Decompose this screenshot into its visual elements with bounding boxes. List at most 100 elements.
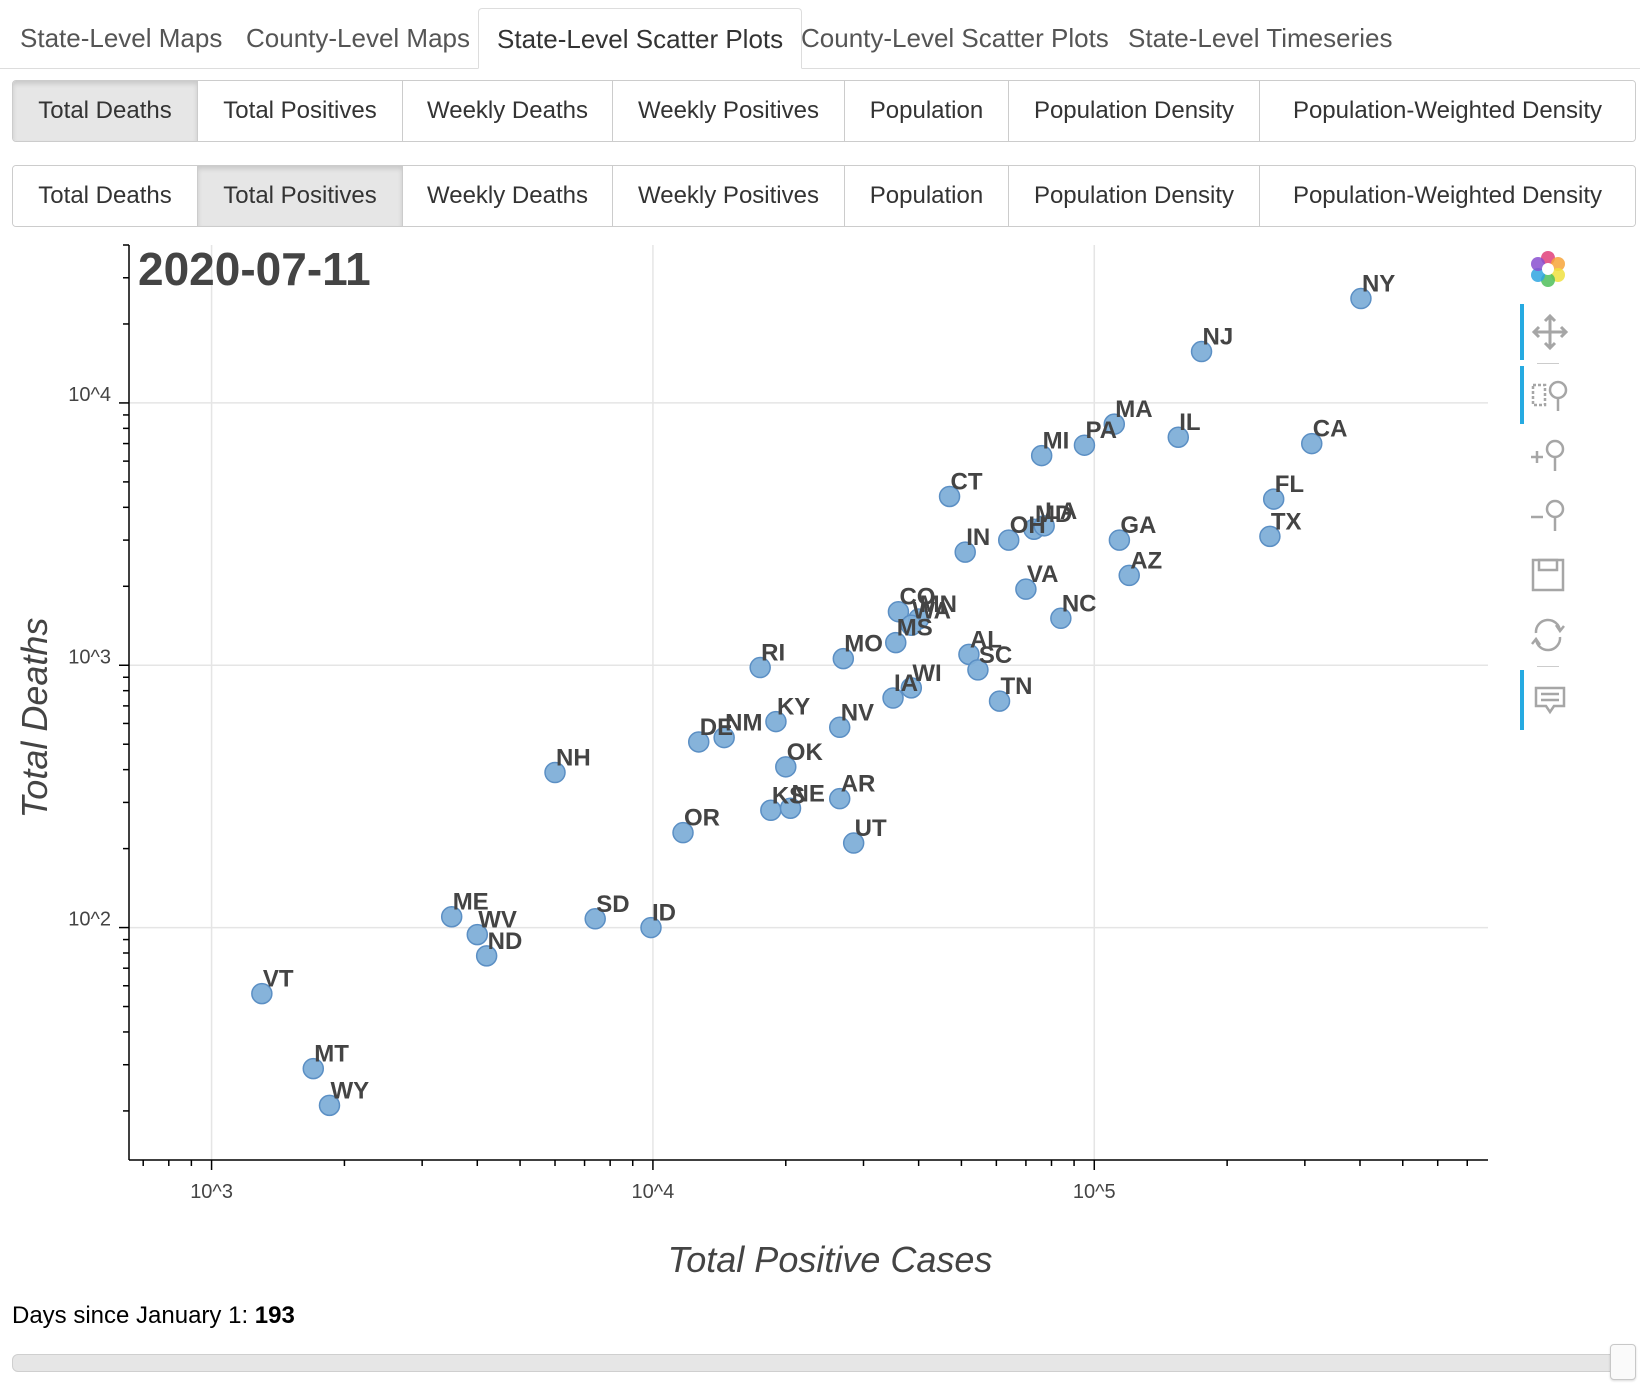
data-point-ma xyxy=(1103,413,1126,435)
day-slider-track[interactable] xyxy=(12,1354,1636,1372)
toolbar-separator xyxy=(1537,363,1559,364)
point-label-ny: NY xyxy=(1362,271,1395,298)
hover-icon[interactable] xyxy=(1520,670,1576,730)
save-icon[interactable] xyxy=(1520,550,1576,600)
data-point-ia xyxy=(882,687,904,709)
y-tick-label: 10^3 xyxy=(68,646,111,668)
data-point-ga xyxy=(1108,529,1131,551)
data-point-la xyxy=(1033,515,1055,537)
tab-county-level-scatter-plots[interactable]: County-Level Scatter Plots xyxy=(801,23,1109,53)
x-option-population[interactable]: Population xyxy=(845,166,1009,226)
x-option-population-density[interactable]: Population Density xyxy=(1009,166,1260,226)
y-option-population[interactable]: Population xyxy=(845,81,1009,141)
y-option-weekly-deaths[interactable]: Weekly Deaths xyxy=(403,81,613,141)
data-point-wa xyxy=(900,614,923,637)
data-point-ky xyxy=(765,710,787,733)
point-label-mi: MI xyxy=(1043,428,1070,455)
zoom-out-icon[interactable] xyxy=(1520,490,1576,540)
data-point-pa xyxy=(1073,434,1096,456)
data-point-nd xyxy=(475,945,498,967)
grid-lines xyxy=(129,245,1488,1160)
y-option-weekly-positives[interactable]: Weekly Positives xyxy=(613,81,845,141)
point-label-md: MD xyxy=(1035,501,1072,528)
data-point-oh xyxy=(997,529,1020,551)
point-label-al: AL xyxy=(970,626,1002,653)
y-option-total-positives[interactable]: Total Positives xyxy=(198,81,403,141)
point-label-nc: NC xyxy=(1062,590,1097,617)
point-label-tn: TN xyxy=(1001,673,1033,700)
axes: 10^3 10^4 10^5 10^2 10^3 10^4 xyxy=(68,244,1488,1203)
x-option-weekly-deaths[interactable]: Weekly Deaths xyxy=(403,166,613,226)
data-point-ny xyxy=(1350,287,1372,310)
point-label-az: AZ xyxy=(1130,547,1162,574)
data-point-nj xyxy=(1190,340,1213,363)
data-point-mi xyxy=(1030,444,1053,467)
x-option-total-deaths[interactable]: Total Deaths xyxy=(13,166,198,226)
data-point-me xyxy=(440,905,463,928)
day-slider-handle[interactable] xyxy=(1610,1344,1636,1380)
data-point-mo xyxy=(832,647,855,670)
data-point-wi xyxy=(900,677,923,699)
point-label-mo: MO xyxy=(844,631,883,658)
y-option-total-deaths[interactable]: Total Deaths xyxy=(13,81,198,141)
point-label-ms: MS xyxy=(897,615,933,642)
data-point-sd xyxy=(584,908,606,930)
point-label-ma: MA xyxy=(1115,396,1152,423)
tab-county-level-maps[interactable]: County-Level Maps xyxy=(246,23,470,53)
point-label-il: IL xyxy=(1179,409,1200,436)
point-label-wy: WY xyxy=(330,1077,369,1104)
y-variable-selector: Total Deaths Total Positives Weekly Deat… xyxy=(12,80,1636,142)
point-label-nd: ND xyxy=(488,928,523,955)
point-label-in: IN xyxy=(966,524,990,551)
zoom-in-icon[interactable] xyxy=(1520,430,1576,480)
point-label-la: LA xyxy=(1045,498,1077,525)
x-option-total-positives[interactable]: Total Positives xyxy=(198,166,403,226)
box-zoom-icon[interactable] xyxy=(1520,366,1576,424)
point-label-ga: GA xyxy=(1120,512,1156,539)
x-option-population-weighted-density[interactable]: Population-Weighted Density xyxy=(1260,166,1635,226)
data-point-in xyxy=(954,541,976,563)
point-label-ne: NE xyxy=(792,780,825,807)
point-label-ks: KS xyxy=(772,782,805,809)
tab-state-level-scatter-plots[interactable]: State-Level Scatter Plots xyxy=(478,8,803,69)
point-label-ut: UT xyxy=(855,815,887,842)
point-label-oh: OH xyxy=(1010,512,1046,539)
point-label-wa: WA xyxy=(912,597,951,624)
x-variable-selector: Total Deaths Total Positives Weekly Deat… xyxy=(12,165,1636,227)
reset-icon[interactable] xyxy=(1520,610,1576,660)
y-option-population-density[interactable]: Population Density xyxy=(1009,81,1260,141)
x-tick-label: 10^5 xyxy=(1073,1181,1116,1203)
tab-bar: State-Level Maps County-Level Maps State… xyxy=(0,0,1640,69)
slider-label-text: Days since January 1: xyxy=(12,1302,255,1329)
slider-value: 193 xyxy=(254,1302,295,1329)
point-label-wv: WV xyxy=(478,907,517,934)
tab-state-level-timeseries[interactable]: State-Level Timeseries xyxy=(1128,23,1393,53)
tab-state-level-maps[interactable]: State-Level Maps xyxy=(20,23,223,53)
point-label-mn: MN xyxy=(920,591,957,618)
data-point-nh xyxy=(544,761,566,784)
point-label-wi: WI xyxy=(912,660,941,687)
data-point-tx xyxy=(1259,525,1281,548)
pan-icon[interactable] xyxy=(1520,304,1576,360)
x-option-weekly-positives[interactable]: Weekly Positives xyxy=(613,166,845,226)
point-label-nv: NV xyxy=(841,699,874,726)
point-label-ar: AR xyxy=(841,771,876,798)
point-label-vt: VT xyxy=(263,966,294,993)
data-point-fl xyxy=(1262,488,1285,510)
point-label-ca: CA xyxy=(1313,416,1348,443)
point-label-or: OR xyxy=(684,805,720,832)
bokeh-logo-icon[interactable] xyxy=(1520,246,1576,292)
data-point-mt xyxy=(302,1057,325,1080)
scatter-plot[interactable]: 10^3 10^4 10^5 10^2 10^3 10^4 NY NJ MA IL CA PA MI C… xyxy=(0,0,1646,1300)
point-label-ky: KY xyxy=(777,694,810,721)
point-label-nj: NJ xyxy=(1203,324,1234,351)
data-point-sc xyxy=(967,659,989,681)
toolbar-separator xyxy=(1537,666,1559,667)
data-point-ca xyxy=(1301,432,1323,455)
x-axis-label: Total Positive Cases xyxy=(668,1239,993,1280)
y-option-population-weighted-density[interactable]: Population-Weighted Density xyxy=(1260,81,1635,141)
point-label-ct: CT xyxy=(951,468,983,495)
data-point-ct xyxy=(938,485,961,508)
point-label-fl: FL xyxy=(1275,471,1304,498)
